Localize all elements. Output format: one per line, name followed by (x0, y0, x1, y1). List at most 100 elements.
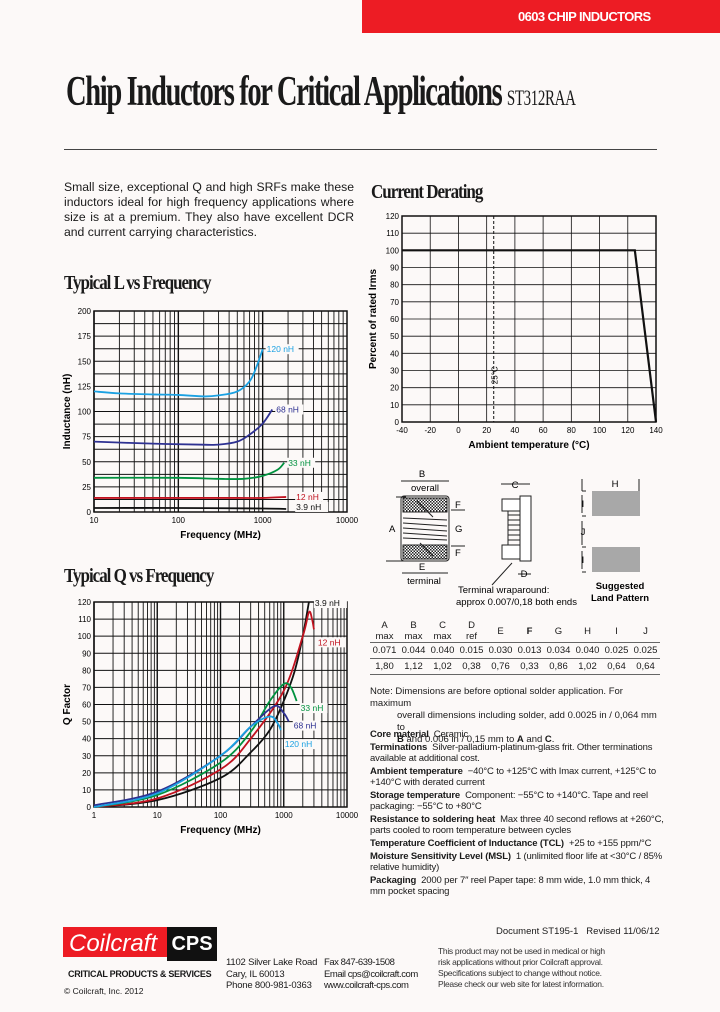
column-header: F (515, 620, 544, 643)
x-tick-label: 10000 (336, 516, 359, 525)
series-label: 12 nH (318, 637, 341, 647)
column-letter: H (584, 625, 591, 637)
table-cell: 0,86 (544, 658, 573, 675)
logo-cps: CPS (171, 933, 212, 955)
series-line-33-nh (93, 462, 285, 480)
land-pattern (581, 479, 640, 573)
y-tick-label: 0 (395, 418, 400, 427)
y-tick-label: 100 (78, 632, 92, 641)
website-link[interactable]: www.coilcraft-cps.com (324, 980, 409, 991)
series-label-bg (265, 344, 299, 355)
x-tick-label: 100 (593, 426, 607, 435)
spec-label: Terminations (370, 741, 428, 753)
table-cell: 0,76 (486, 658, 515, 675)
dim-f-label: F (455, 500, 461, 511)
spec-item: Core material Ceramic (370, 729, 666, 740)
y-axis-label: Percent of rated Irms (368, 269, 379, 369)
plot-frame (93, 310, 348, 513)
y-tick-label: 90 (390, 264, 399, 273)
series-label: 12 nH (296, 492, 319, 502)
copyright: © Coilcraft, Inc. 2012 (64, 986, 144, 996)
series-label: 120 nH (285, 739, 312, 749)
table-cell: 0.025 (631, 642, 660, 659)
column-header: J (631, 620, 660, 643)
disclaimer-line: Please check our web site for latest inf… (438, 979, 604, 989)
series-label-bg (295, 501, 329, 512)
email-link[interactable]: Email cps@coilcraft.com (324, 968, 418, 980)
series-line-12-nh (93, 610, 315, 808)
dim-d-label: D (521, 569, 528, 580)
land-pattern-title: Suggested (596, 581, 645, 592)
address: 1102 Silver Lake Road Cary, IL 60013 Pho… (226, 957, 317, 992)
note-line: overall dimensions including solder, add… (397, 710, 657, 733)
dim-c-label: C (512, 480, 519, 491)
y-tick-label: 100 (78, 408, 92, 417)
table-cell: 0,64 (602, 658, 631, 675)
intro-text: Small size, exceptional Q and high SRFs … (64, 180, 354, 239)
x-tick-label: 60 (539, 426, 548, 435)
table-cell: 0.071 (370, 642, 399, 659)
tagline: CRITICAL PRODUCTS & SERVICES (68, 969, 212, 979)
top-view (386, 480, 465, 574)
series-label: 68 nH (294, 721, 317, 731)
wraparound-note: Terminal wraparound: (458, 585, 549, 596)
current-derating-chart: 0 10 20 30 40 50 60 70 80 90 100 110 120 -40 -20 0 20 40 6… (368, 212, 663, 451)
logo-wordmark: Coilcraft (69, 930, 158, 957)
x-tick-label: 10 (153, 811, 162, 820)
dim-overall-label: overall (411, 483, 439, 494)
column-letter: E (497, 625, 504, 637)
column-letter: D (468, 620, 475, 631)
q-chart-title: Typical Q vs Frequency (64, 565, 214, 587)
y-tick-label: 0 (87, 803, 92, 812)
spec-label: Resistance to soldering heat (370, 814, 496, 826)
series-label-bg (287, 457, 316, 468)
y-tick-label: 50 (82, 458, 91, 467)
table-cell: 0.015 (457, 642, 486, 659)
x-tick-label: 120 (621, 426, 635, 435)
dim-i-label-2: I (582, 555, 585, 566)
x-tick-label: -40 (396, 426, 408, 435)
title-text: Chip Inductors for Critical Applications (66, 69, 503, 115)
category-label: 0603 CHIP INDUCTORS (518, 9, 651, 24)
dim-g-label: G (455, 524, 462, 535)
spec-value: +25 to +155 ppm/°C (568, 838, 652, 850)
l-chart-title: Typical L vs Frequency (64, 272, 212, 294)
series-line-120-nh (93, 348, 264, 398)
plot-frame (93, 601, 348, 808)
contact: Fax 847-639-1508 Email cps@coilcraft.com… (324, 957, 418, 992)
land-pattern-title-2: Land Pattern (591, 593, 649, 604)
y-tick-label: 150 (78, 357, 92, 366)
y-tick-label: 50 (82, 718, 91, 727)
x-tick-label: 1000 (254, 516, 272, 525)
y-tick-label: 60 (390, 315, 399, 324)
series-line-120-nh (93, 715, 282, 808)
spec-item: Packaging 2000 per 7″ reel Paper tape: 8… (370, 875, 666, 898)
y-tick-label: 40 (82, 735, 91, 744)
table-cell: 0.044 (399, 642, 428, 659)
dim-f-label-2: F (455, 548, 461, 559)
column-letter: I (615, 625, 618, 637)
revision-date: Revised 11/06/12 (586, 926, 660, 937)
table-cell: 1,12 (399, 658, 428, 675)
spec-value: −40°C to +125°C with Imax current, +125°… (370, 765, 656, 789)
x-tick-label: 100 (172, 516, 186, 525)
table-cell: 0,38 (457, 658, 486, 675)
series-line-12-nh (94, 496, 287, 499)
grid (93, 601, 347, 808)
series-label-bg (283, 739, 317, 750)
l-vs-frequency-chart: 0 25 50 75 100 125 150 175 200 10 100 1000 10000 Freq… (62, 307, 359, 541)
spec-value: Max three 40 second reflows at +260°C, p… (370, 814, 664, 837)
y-tick-label: 110 (78, 615, 91, 624)
divider (64, 149, 657, 150)
x-axis-label: Frequency (MHz) (180, 825, 261, 836)
x-tick-label: 20 (482, 426, 491, 435)
note-line: Dimensions are before optional solder ap… (370, 686, 623, 709)
y-tick-label: 10 (390, 401, 399, 410)
y-tick-label: 20 (82, 769, 91, 778)
series-label: 3.9 nH (296, 502, 321, 512)
spec-label: Packaging (370, 875, 417, 887)
